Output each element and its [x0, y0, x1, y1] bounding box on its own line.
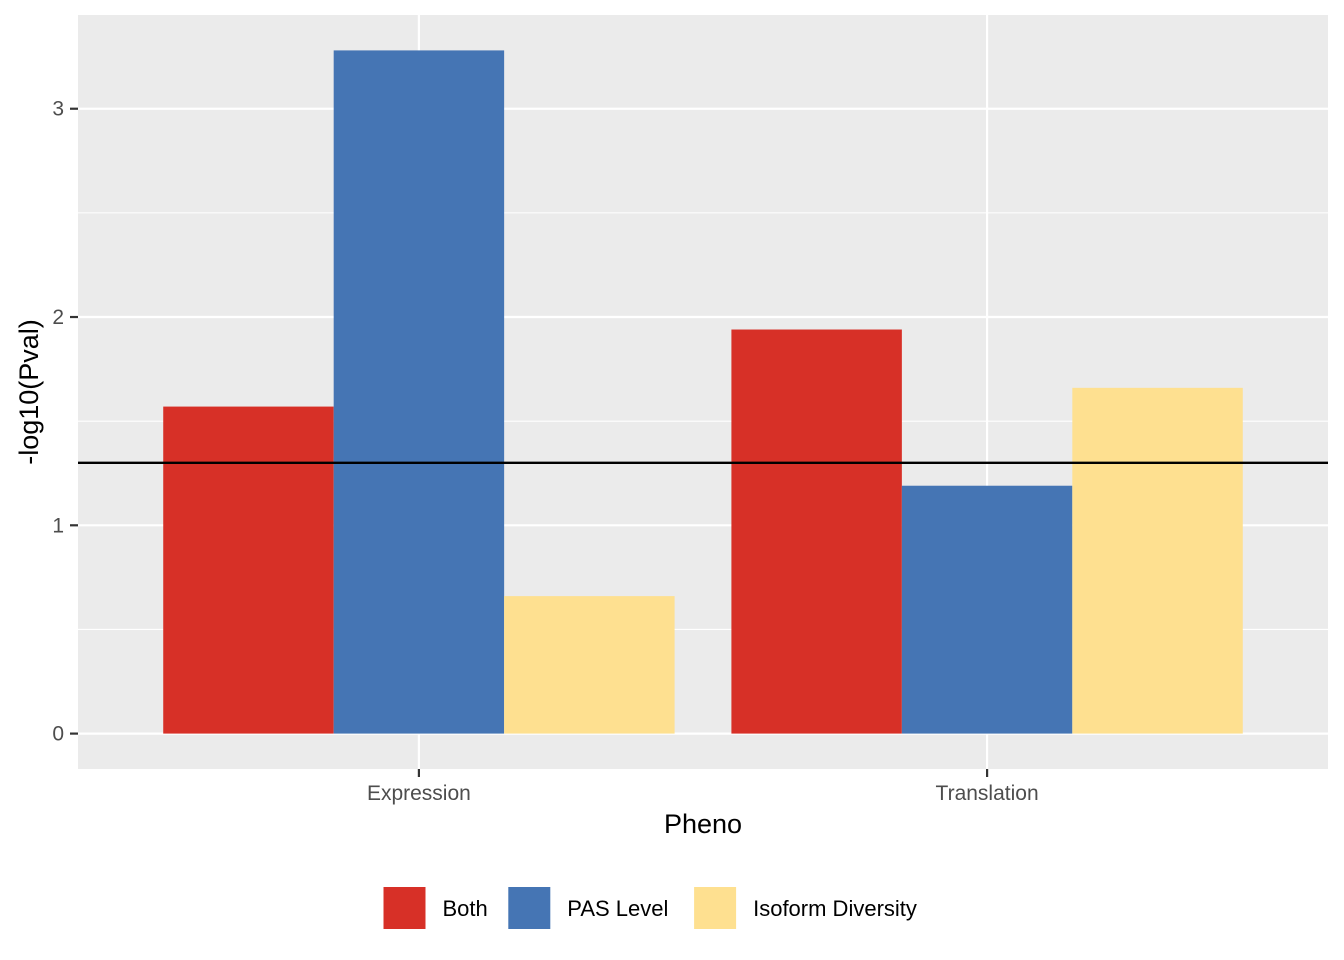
y-axis: 0 1 2 3 — [52, 98, 78, 746]
x-tick-label: Expression — [367, 782, 471, 805]
legend-label: PAS Level — [567, 896, 668, 921]
bar — [504, 596, 675, 734]
legend-label: Both — [443, 896, 488, 921]
bar — [901, 485, 1073, 734]
x-axis-title: Pheno — [664, 809, 742, 839]
legend: Both PAS Level Isoform Diversity — [383, 887, 917, 929]
legend-key — [694, 887, 737, 929]
y-tick-label: 0 — [52, 723, 64, 746]
y-axis-title: -log10(Pval) — [14, 319, 44, 465]
x-tick-label: Translation — [936, 782, 1039, 805]
bars — [163, 50, 1243, 734]
y-tick-label: 3 — [52, 98, 64, 121]
bar — [333, 50, 505, 734]
x-axis: Expression Translation — [367, 769, 1039, 805]
legend-label: Isoform Diversity — [753, 896, 917, 921]
y-tick-label: 2 — [52, 306, 64, 329]
bar — [163, 406, 334, 734]
bar — [1072, 387, 1243, 734]
bar — [731, 329, 902, 734]
legend-key — [383, 887, 426, 929]
y-tick-label: 1 — [52, 514, 64, 537]
legend-key — [508, 887, 551, 929]
